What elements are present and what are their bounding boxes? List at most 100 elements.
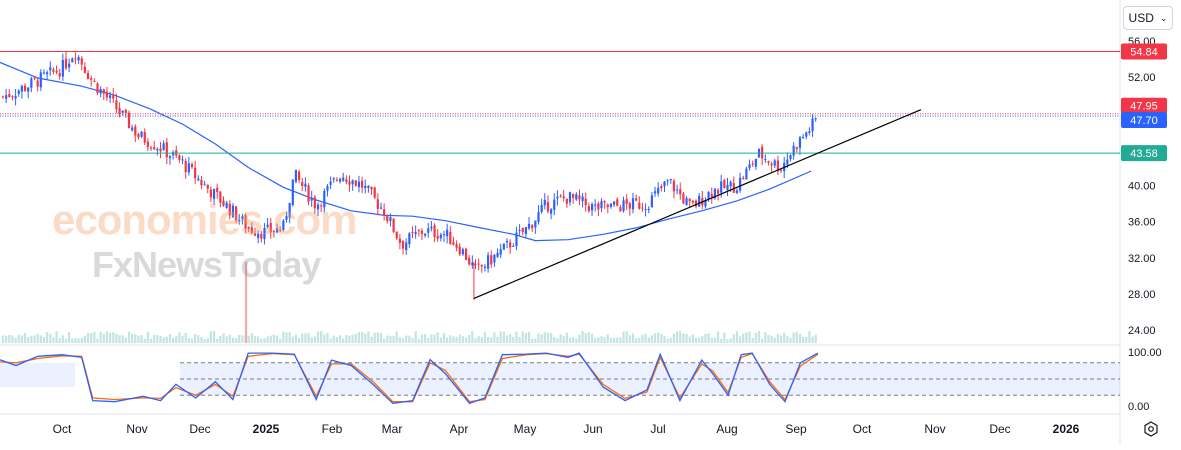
volume-bar	[184, 332, 187, 343]
volume-bar	[162, 337, 165, 343]
candle-body	[776, 160, 779, 172]
volume-bar	[121, 335, 124, 343]
candle-body	[597, 203, 600, 210]
candle-body	[219, 191, 222, 203]
candle-body	[370, 186, 373, 190]
settings-gear-icon[interactable]	[1140, 418, 1162, 440]
time-axis-label: Sep	[785, 422, 807, 436]
candle-body	[739, 177, 742, 191]
volume-bar	[112, 332, 115, 343]
currency-selector-button[interactable]: USD ⌄	[1123, 6, 1173, 30]
candle-body	[112, 95, 115, 99]
candle-body	[134, 126, 137, 136]
candles-layer	[1, 52, 817, 301]
candle-body	[140, 131, 143, 137]
volume-bar	[672, 333, 676, 343]
candle-body	[316, 204, 320, 210]
volume-bar	[565, 332, 568, 343]
candle-body	[745, 168, 748, 180]
volume-bar	[433, 334, 436, 343]
candle-body	[275, 228, 279, 233]
volume-bar	[698, 337, 701, 343]
candle-body	[266, 224, 269, 227]
volume-bar	[288, 332, 291, 343]
horizontal-lines-layer[interactable]	[0, 50, 1120, 154]
volume-bar	[90, 333, 93, 343]
volume-bar	[146, 331, 149, 343]
candle-body	[269, 222, 272, 233]
time-axis[interactable]: Oct Nov Dec 2025 Feb Mar Apr May Jun Jul Aug Sep Oct…	[53, 422, 1080, 436]
volume-bar	[190, 338, 194, 343]
candle-body	[625, 199, 628, 204]
volume-bar	[449, 335, 452, 343]
candle-body	[83, 66, 86, 73]
candle-body	[282, 220, 285, 230]
candle-body	[628, 203, 631, 209]
volume-bar	[209, 331, 212, 343]
volume-bar	[732, 334, 735, 343]
volume-bar	[521, 331, 524, 343]
volume-bar	[679, 331, 682, 343]
candle-body	[86, 72, 90, 80]
candle-body	[14, 95, 17, 99]
candle-body	[162, 143, 165, 151]
volume-bar	[39, 335, 42, 343]
volume-bar	[124, 337, 127, 343]
candle-body	[644, 208, 647, 210]
volume-bar	[490, 337, 493, 343]
candle-body	[329, 181, 332, 185]
candle-body	[468, 257, 471, 265]
candle-body	[641, 207, 644, 209]
candle-body	[187, 163, 190, 173]
volume-bar	[606, 334, 609, 343]
volume-bar	[597, 337, 600, 343]
volume-bar	[27, 337, 30, 343]
volume-bar	[471, 331, 474, 343]
volume-bar	[172, 337, 175, 343]
volume-bar	[543, 332, 546, 343]
volume-bar	[430, 334, 433, 343]
volume-bar	[216, 338, 219, 343]
volume-bar	[515, 331, 518, 343]
volume-bar	[77, 338, 80, 343]
candle-body	[638, 202, 641, 209]
volume-bar	[225, 336, 228, 343]
volume-bar	[748, 331, 751, 343]
candle-body	[184, 161, 187, 173]
volume-bar	[178, 332, 181, 343]
volume-bar	[345, 334, 348, 343]
volume-bar	[480, 337, 483, 343]
oscillator-tick-label: 100.00	[1128, 347, 1162, 359]
volume-bar	[80, 337, 83, 343]
candle-body	[518, 229, 521, 231]
candle-body	[64, 58, 68, 69]
price-axis[interactable]: 56.0052.0048.0044.0040.0036.0032.0028.00…	[1128, 36, 1156, 337]
time-axis-label: May	[514, 422, 537, 436]
volume-bar	[805, 336, 808, 343]
candle-body	[773, 160, 776, 166]
candle-body	[792, 145, 795, 156]
candle-body	[354, 180, 357, 186]
volume-bar	[562, 336, 565, 343]
candle-body	[458, 246, 461, 255]
candle-body	[540, 204, 543, 212]
candle-body	[30, 78, 33, 88]
candle-body	[216, 187, 219, 193]
candle-body	[496, 252, 499, 257]
candle-body	[672, 180, 676, 192]
candle-body	[631, 198, 635, 210]
volume-bar	[260, 338, 263, 343]
candle-body	[713, 188, 716, 199]
volume-bar	[367, 331, 370, 343]
volume-bar	[713, 337, 716, 343]
trendline-layer[interactable]	[473, 109, 922, 299]
candle-body	[149, 147, 153, 149]
volume-bar	[386, 335, 389, 343]
candle-body	[105, 91, 109, 98]
candle-body	[263, 228, 266, 239]
volume-bar	[581, 331, 584, 343]
candle-body	[323, 190, 326, 208]
volume-bar	[241, 335, 244, 343]
